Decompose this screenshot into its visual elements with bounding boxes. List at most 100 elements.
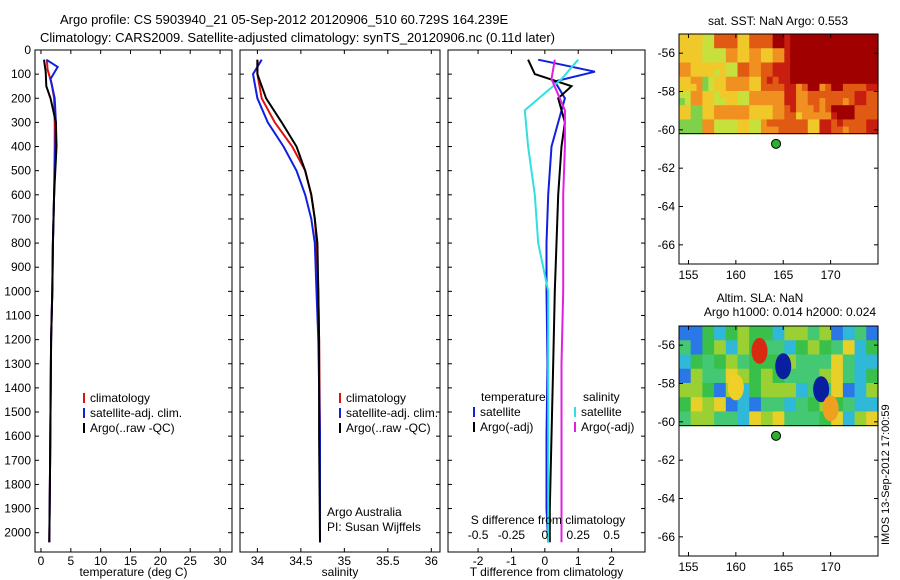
map-cell bbox=[702, 354, 709, 363]
map-cell bbox=[719, 34, 727, 42]
map-cell bbox=[731, 48, 739, 56]
map-cell bbox=[679, 368, 686, 377]
map-cell bbox=[696, 98, 704, 106]
map-cell bbox=[737, 76, 744, 85]
map-cell bbox=[872, 90, 879, 99]
map-cell bbox=[749, 382, 756, 391]
map-cell bbox=[790, 326, 797, 334]
map-cell bbox=[848, 326, 856, 334]
map-cell bbox=[778, 411, 785, 420]
map-cell bbox=[784, 41, 791, 49]
map-cell bbox=[801, 333, 809, 341]
map-cell bbox=[743, 390, 750, 398]
map-eddy bbox=[813, 376, 830, 403]
map-cell bbox=[725, 333, 733, 341]
map-cell bbox=[854, 361, 862, 370]
map-cell bbox=[755, 375, 762, 384]
map-cell bbox=[842, 390, 850, 398]
map-cell bbox=[837, 76, 844, 85]
map-cell bbox=[749, 90, 756, 99]
map-cell bbox=[831, 340, 838, 348]
map-cell bbox=[702, 397, 709, 405]
map-cell bbox=[807, 112, 815, 121]
map-cell bbox=[837, 354, 844, 363]
map-cell bbox=[872, 34, 879, 42]
map-cell bbox=[737, 105, 744, 113]
map-cell bbox=[790, 34, 797, 42]
map-cell bbox=[725, 126, 733, 135]
map-cell bbox=[813, 48, 821, 56]
map-cell bbox=[766, 411, 774, 420]
map-cell bbox=[690, 361, 698, 370]
map-cell bbox=[766, 340, 774, 348]
map-cell bbox=[737, 48, 744, 56]
legend-label: Argo(..raw -QC) bbox=[346, 421, 431, 435]
map-cell bbox=[696, 76, 704, 85]
map-cell bbox=[837, 340, 844, 348]
map-cell bbox=[819, 411, 826, 420]
map-cell bbox=[743, 340, 750, 348]
map-cell bbox=[848, 390, 856, 398]
map-cell bbox=[737, 404, 744, 413]
map-cell bbox=[784, 76, 791, 85]
map-cell bbox=[743, 112, 750, 121]
map-cell bbox=[749, 354, 756, 363]
map-cell bbox=[684, 119, 692, 128]
map-cell bbox=[842, 347, 850, 356]
map-cell bbox=[872, 347, 879, 356]
map-cell bbox=[784, 418, 791, 427]
map-cell bbox=[831, 361, 838, 370]
map-cell bbox=[848, 69, 856, 78]
map-cell bbox=[725, 361, 733, 370]
map-cell bbox=[837, 368, 844, 377]
map-cell bbox=[702, 368, 709, 377]
map-cell bbox=[813, 404, 821, 413]
map-cell bbox=[796, 368, 803, 377]
map-cell bbox=[719, 105, 727, 113]
map-cell bbox=[831, 347, 838, 356]
map-cell bbox=[854, 34, 862, 42]
map-cell bbox=[848, 333, 856, 341]
map-cell bbox=[696, 62, 704, 71]
map-cell bbox=[772, 404, 780, 413]
map-cell bbox=[784, 48, 791, 56]
map-cell bbox=[825, 340, 832, 348]
map-cell bbox=[848, 361, 856, 370]
map-cell bbox=[837, 397, 844, 405]
map-cell bbox=[755, 368, 762, 377]
map-cell bbox=[708, 105, 715, 113]
map-cell bbox=[796, 354, 803, 363]
map-cell bbox=[860, 126, 867, 135]
map-cell bbox=[708, 326, 715, 334]
map-cell bbox=[784, 69, 791, 78]
map-cell bbox=[790, 390, 797, 398]
map-cell bbox=[719, 90, 727, 99]
map-cell bbox=[714, 404, 721, 413]
map-cell bbox=[766, 69, 774, 78]
map-cell bbox=[848, 48, 856, 56]
map-cell bbox=[766, 48, 774, 56]
map-cell bbox=[714, 382, 721, 391]
map-cell bbox=[766, 375, 774, 384]
plot-frame bbox=[239, 49, 441, 553]
map-cell bbox=[813, 411, 821, 420]
map-cell bbox=[766, 76, 774, 85]
map-cell bbox=[790, 404, 797, 413]
map-cell bbox=[755, 411, 762, 420]
map-cell bbox=[743, 368, 750, 377]
map-cell bbox=[813, 98, 821, 106]
map-cell bbox=[708, 62, 715, 71]
map-cell bbox=[796, 340, 803, 348]
map-cell bbox=[772, 62, 780, 71]
legend-label: climatology bbox=[90, 391, 150, 405]
map-cell bbox=[848, 418, 856, 427]
map-cell bbox=[684, 411, 692, 420]
map-cell bbox=[801, 411, 809, 420]
top-x-axis-label: S difference from climatology bbox=[471, 513, 626, 527]
map-cell bbox=[866, 368, 873, 377]
map-cell bbox=[731, 411, 739, 420]
legend-label: satellite bbox=[480, 405, 521, 419]
map-cell bbox=[731, 333, 739, 341]
map-cell bbox=[749, 119, 756, 128]
map-cell bbox=[825, 368, 832, 377]
